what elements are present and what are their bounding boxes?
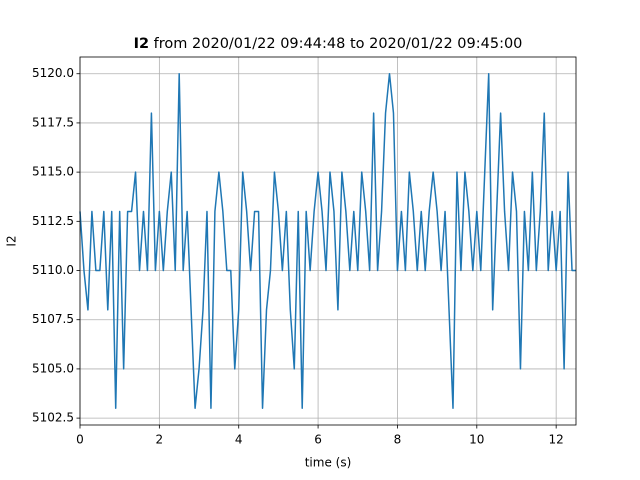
y-tick-label: 5107.5 (32, 312, 74, 326)
title-variable: I2 (134, 36, 149, 52)
x-tick-label: 4 (235, 433, 243, 447)
y-tick-label: 5112.5 (32, 214, 74, 228)
x-axis-label: time (s) (305, 456, 352, 470)
x-tick-label: 10 (469, 433, 484, 447)
y-tick-label: 5102.5 (32, 411, 74, 425)
x-tick-label: 12 (549, 433, 564, 447)
chart-title: I2 from 2020/01/22 09:44:48 to 2020/01/2… (134, 36, 523, 52)
x-tick-label: 8 (394, 433, 402, 447)
data-line (79, 72, 576, 410)
y-tick-label: 5120.0 (32, 66, 74, 80)
plot-frame (79, 56, 577, 426)
y-tick-label: 5110.0 (32, 263, 74, 277)
y-axis-label: I2 (5, 235, 19, 246)
y-tick-label: 5115.0 (32, 165, 74, 179)
y-tick-label: 5117.5 (32, 115, 74, 129)
x-tick-label: 2 (156, 433, 164, 447)
y-tick-label: 5105.0 (32, 361, 74, 375)
x-tick-label: 0 (76, 433, 84, 447)
x-tick-label: 6 (314, 433, 322, 447)
title-range: from 2020/01/22 09:44:48 to 2020/01/22 0… (149, 36, 522, 52)
